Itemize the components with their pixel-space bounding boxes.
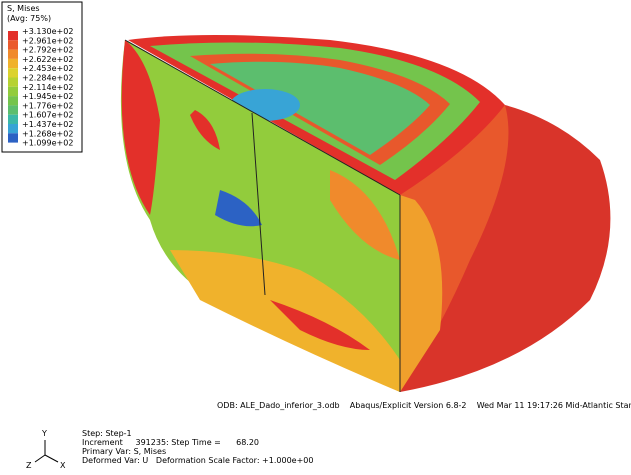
viewport: S, Mises (Avg: 75%) +3.130e+02+2.961e+02…: [0, 0, 631, 475]
legend-label: +1.776e+02: [22, 101, 73, 110]
triad: Y Z X: [26, 429, 66, 470]
legend-swatch: [8, 124, 18, 133]
legend-swatch: [8, 115, 18, 124]
legend-swatch: [8, 133, 18, 142]
legend-label: +1.437e+02: [22, 120, 73, 129]
legend-label: +1.099e+02: [22, 139, 73, 148]
legend-swatch: [8, 87, 18, 96]
legend-title: S, Mises: [7, 4, 40, 13]
legend-label: +2.792e+02: [22, 46, 73, 55]
legend-label: +2.284e+02: [22, 74, 73, 83]
legend-label: +1.607e+02: [22, 111, 73, 120]
legend-swatch: [8, 78, 18, 87]
legend: S, Mises (Avg: 75%) +3.130e+02+2.961e+02…: [2, 2, 82, 152]
legend-label: +2.622e+02: [22, 55, 73, 64]
primary-line: Primary Var: S, Mises: [82, 447, 166, 456]
info: ODB: ALE_Dado_inferior_3.odb Abaqus/Expl…: [82, 401, 631, 465]
legend-label: +1.268e+02: [22, 129, 73, 138]
legend-swatch: [8, 31, 18, 40]
legend-label: +3.130e+02: [22, 27, 73, 36]
legend-swatch: [8, 40, 18, 49]
legend-swatch: [8, 105, 18, 114]
legend-label: +2.114e+02: [22, 83, 73, 92]
increment-line: Increment 391235: Step Time = 68.20: [82, 438, 259, 447]
triad-x: X: [60, 461, 66, 470]
legend-swatch: [8, 59, 18, 68]
legend-label: +2.961e+02: [22, 36, 73, 45]
legend-label: +2.453e+02: [22, 64, 73, 73]
legend-swatch: [8, 68, 18, 77]
triad-y: Y: [41, 429, 47, 438]
legend-subtitle: (Avg: 75%): [7, 14, 51, 23]
odb-line: ODB: ALE_Dado_inferior_3.odb Abaqus/Expl…: [217, 401, 631, 410]
legend-swatch: [8, 50, 18, 59]
legend-label: +1.945e+02: [22, 92, 73, 101]
deformed-line: Deformed Var: U Deformation Scale Factor…: [82, 456, 313, 465]
triad-z: Z: [26, 461, 32, 470]
legend-swatch: [8, 96, 18, 105]
model: [121, 35, 611, 392]
step-line: Step: Step-1: [82, 429, 132, 438]
